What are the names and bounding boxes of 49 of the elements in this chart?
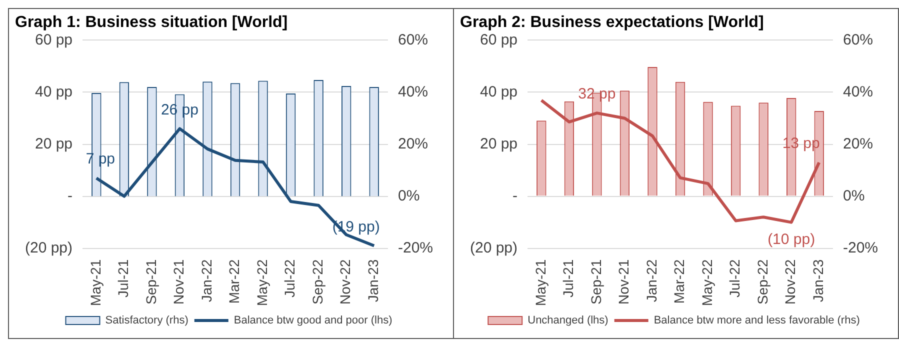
y-tick-label: 40 pp	[480, 83, 518, 100]
x-tick-label: Mar-22	[671, 259, 688, 304]
y2-tick-label: -20%	[842, 239, 878, 256]
legend-label: Unchanged (lhs)	[528, 314, 608, 327]
x-tick-label: Jul-22	[282, 259, 298, 298]
x-tick-label: Nov-22	[337, 259, 354, 304]
y-tick-label: -	[68, 187, 73, 204]
x-tick-label: Jul-21	[560, 259, 576, 298]
y2-tick-label: 20%	[842, 135, 874, 152]
y2-tick-label: 0%	[398, 187, 420, 204]
y-tick-label: -	[512, 187, 518, 204]
x-tick-label: Sep-21	[588, 259, 604, 304]
x-tick-label: Jan-23	[810, 259, 826, 302]
y2-tick-label: 40%	[842, 83, 874, 100]
legend-label: Balance btw good and poor (lhs)	[234, 314, 392, 327]
y-tick-label: (20 pp)	[24, 239, 73, 256]
y2-tick-label: 60%	[842, 31, 874, 48]
x-tick-label: Sep-21	[142, 259, 159, 304]
x-tick-label: May-21	[87, 259, 104, 306]
x-tick-label: May-22	[254, 259, 270, 306]
y2-tick-label: 60%	[398, 31, 428, 48]
y-tick-label: 20 pp	[480, 135, 518, 152]
chart-title: Graph 1: Business situation [World]	[15, 14, 288, 32]
x-tick-label: Sep-22	[309, 259, 326, 304]
x-tick-label: May-21	[532, 259, 548, 306]
x-tick-label: May-22	[698, 259, 715, 306]
y-tick-label: (20 pp)	[470, 239, 518, 256]
x-tick-label: Sep-22	[754, 259, 770, 304]
legend-label: Balance btw more and less favorable (rhs)	[654, 314, 860, 327]
x-tick-label: Jul-21	[115, 259, 132, 298]
y2-tick-label: 0%	[842, 187, 865, 204]
legend-label: Satisfactory (rhs)	[105, 314, 188, 327]
y2-tick-label: 40%	[398, 83, 428, 100]
y-tick-label: 40 pp	[34, 83, 73, 100]
data-label: (10 pp)	[768, 230, 816, 248]
y-tick-label: 20 pp	[34, 135, 73, 152]
y2-tick-label: -20%	[398, 239, 434, 256]
y-tick-label: 60 pp	[480, 31, 518, 48]
y2-tick-label: 20%	[398, 135, 428, 152]
x-tick-label: Nov-21	[616, 259, 632, 304]
x-tick-label: Nov-22	[782, 259, 798, 304]
x-tick-label: Nov-21	[170, 259, 187, 304]
x-tick-label: Jul-22	[726, 259, 743, 298]
x-tick-label: Jan-22	[643, 259, 660, 302]
x-tick-label: Mar-22	[226, 259, 242, 304]
x-tick-label: Jan-22	[198, 259, 214, 302]
y-tick-label: 60 pp	[34, 31, 73, 48]
x-tick-label: Jan-23	[364, 259, 381, 302]
chart-title: Graph 2: Business expectations [World]	[460, 14, 764, 32]
